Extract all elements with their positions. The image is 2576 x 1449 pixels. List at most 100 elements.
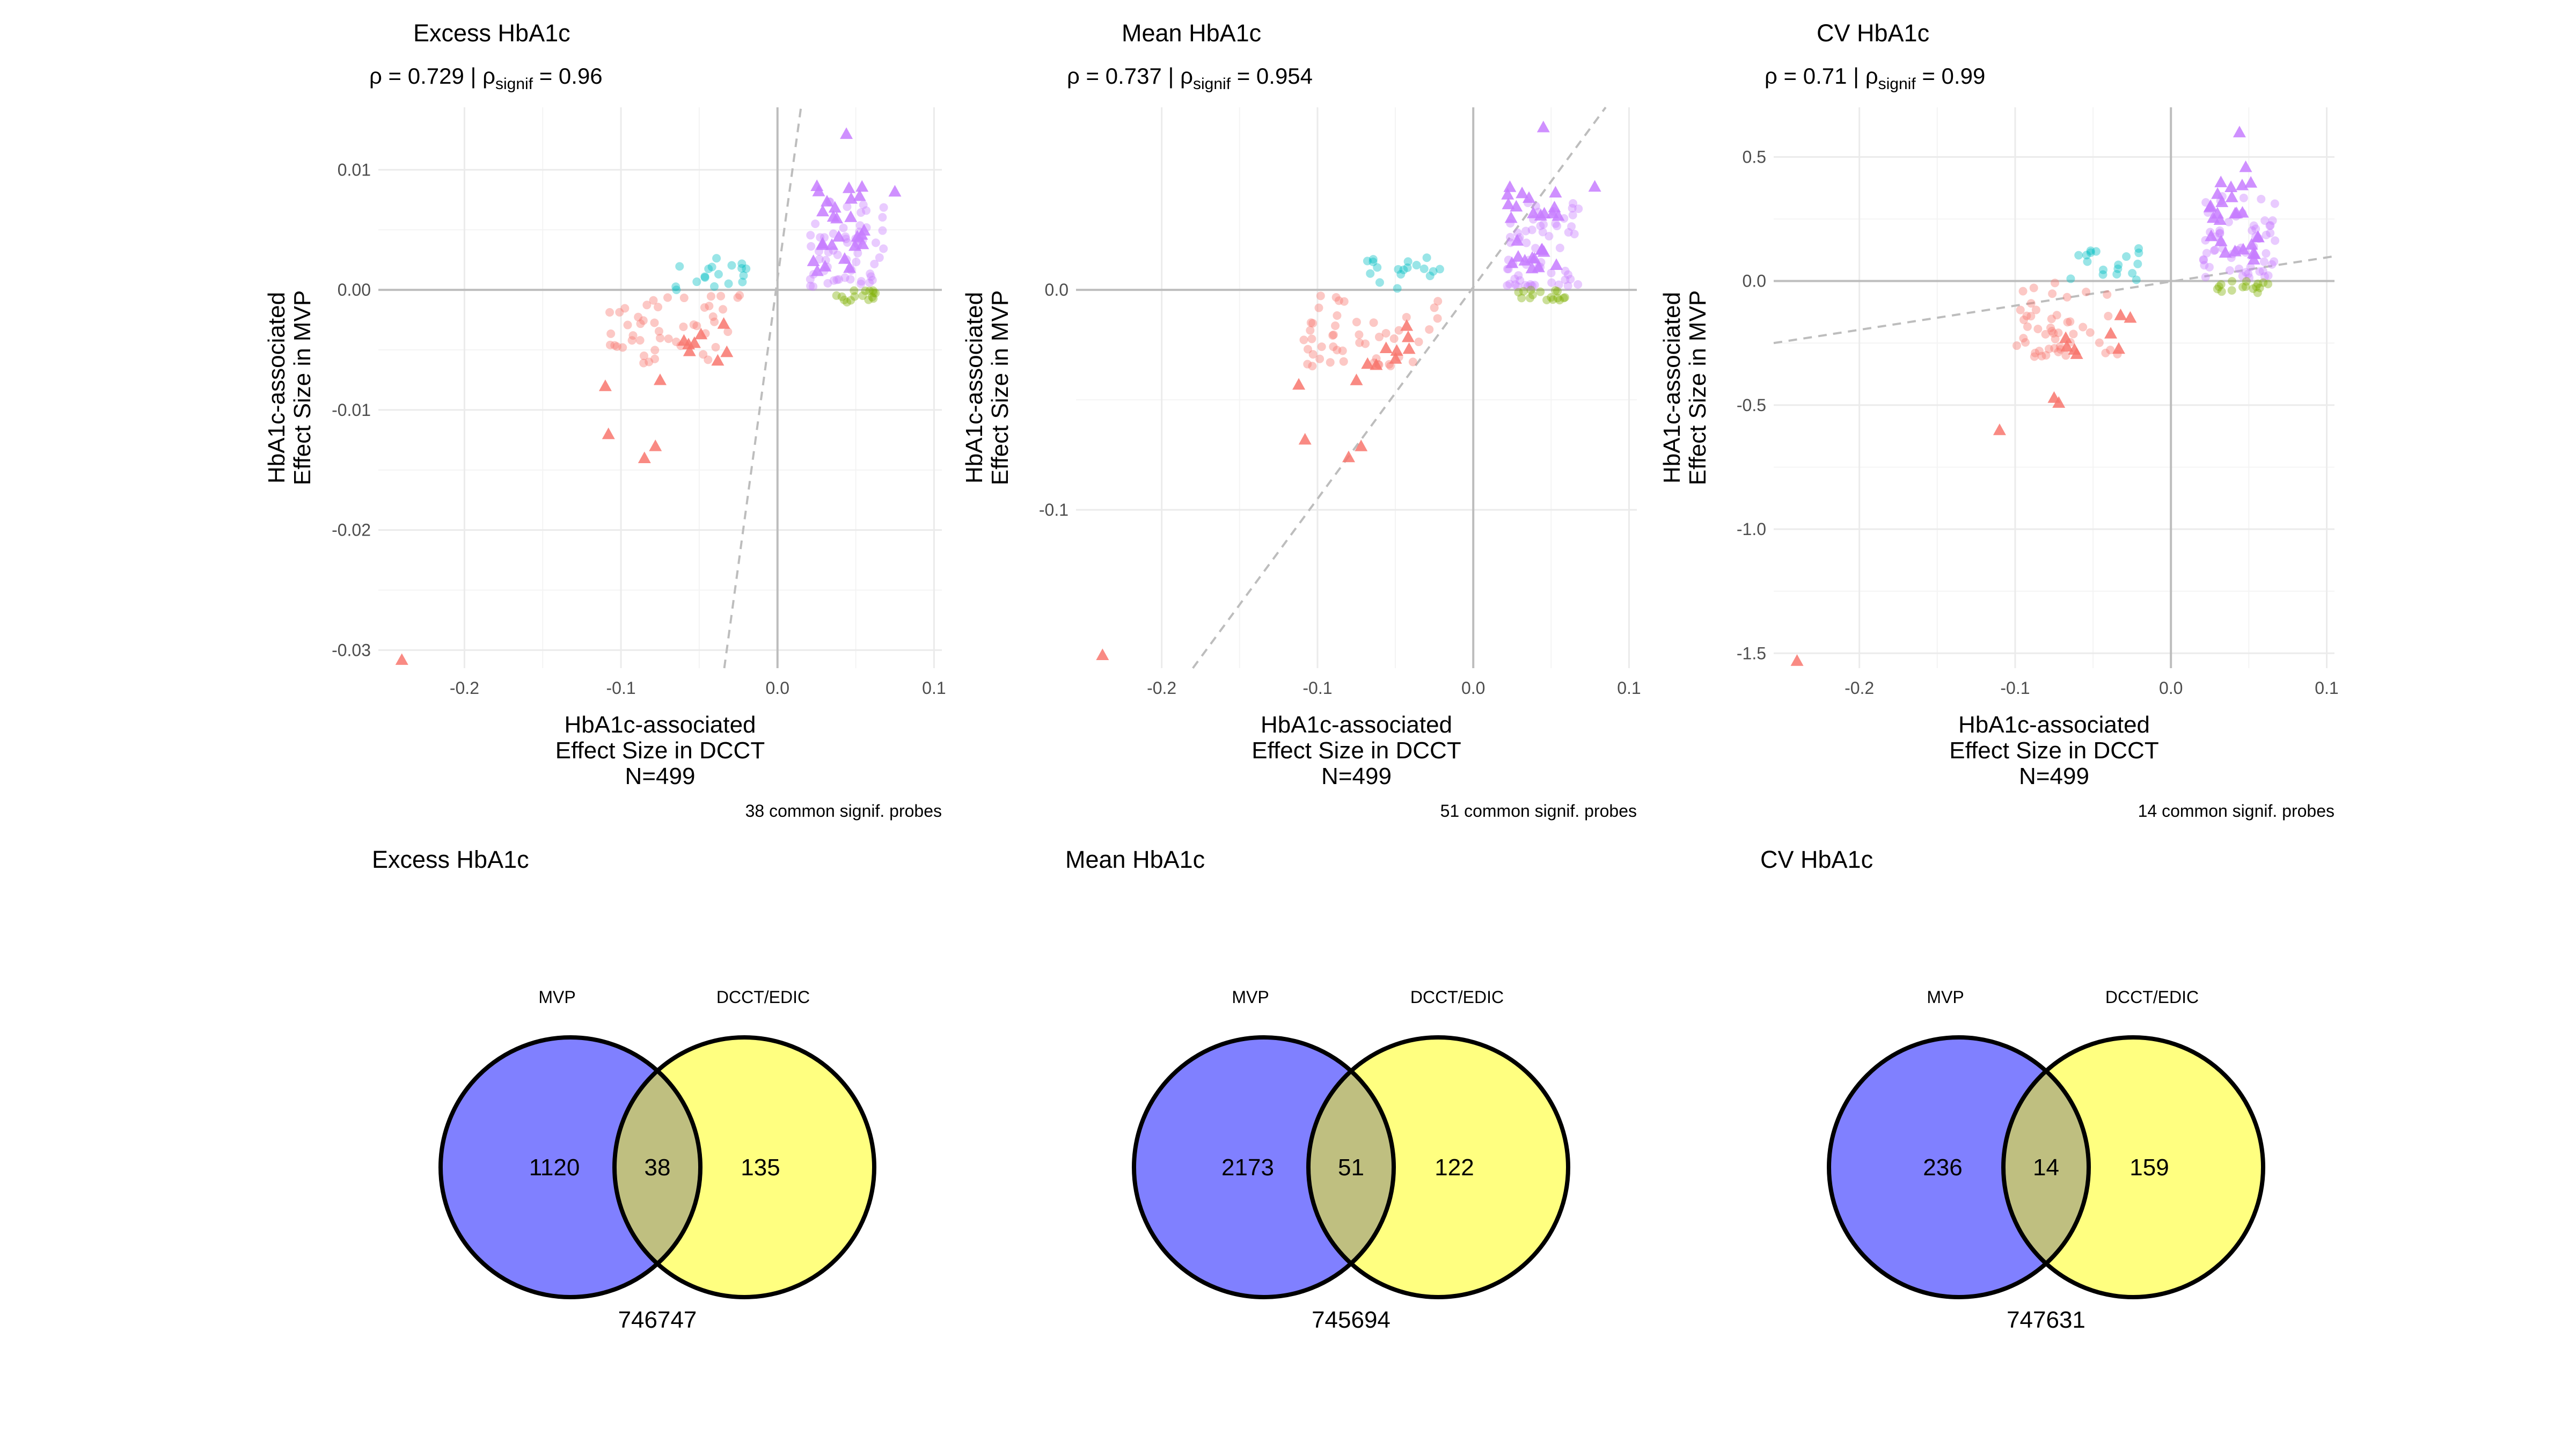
y-tick-label: -1.5 <box>1737 643 1766 663</box>
venn-outline-mvp <box>438 1035 702 1299</box>
point-triangle-purple <box>1552 209 1565 221</box>
point-red <box>2062 292 2072 302</box>
y-tick-label: -1.0 <box>1737 519 1766 539</box>
x-axis-label: N=499 <box>2019 763 2089 789</box>
point-red <box>1317 342 1326 352</box>
point-red <box>2030 352 2039 361</box>
point-triangle-purple <box>1516 186 1529 199</box>
x-axis-label: HbA1c-associated <box>1261 712 1452 738</box>
point-cyan <box>1435 265 1444 274</box>
point-triangle-red <box>1790 654 1804 666</box>
point-purple <box>2235 264 2244 273</box>
venn-diagram-2: Mean HbA1c MVP DCCT/EDIC 2173 51 122 745694 <box>1065 846 1570 1333</box>
point-triangle-purple <box>2206 211 2220 223</box>
point-purple <box>2215 229 2224 238</box>
point-purple <box>811 219 820 229</box>
point-red <box>1316 291 1325 301</box>
point-red <box>654 303 663 312</box>
point-triangle-red <box>2052 396 2066 408</box>
venn-outline-mvp <box>1827 1035 2091 1299</box>
point-red <box>627 336 636 345</box>
point-red <box>605 340 614 349</box>
point-purple <box>2205 262 2214 272</box>
point-purple <box>2246 262 2255 272</box>
caption-common-probes: 51 common signif. probes <box>1440 801 1637 821</box>
point-cyan <box>700 273 709 282</box>
point-cyan <box>1366 269 1375 278</box>
point-purple <box>853 248 862 258</box>
venn-count-overlap: 51 <box>1338 1154 1364 1181</box>
y-tick-label: 0.0 <box>1045 280 1069 299</box>
point-purple <box>868 276 877 285</box>
point-red <box>2041 330 2050 339</box>
point-purple <box>2265 221 2274 230</box>
point-purple <box>823 279 832 288</box>
point-red <box>1307 334 1316 343</box>
point-purple <box>2241 268 2250 277</box>
point-red <box>2035 346 2044 355</box>
y-axis-label: HbA1c-associated Effect Size in MVP <box>1659 290 1711 486</box>
rho-subtitle: ρ = 0.729 | ρsignif = 0.96 <box>369 63 603 93</box>
point-purple <box>807 242 816 251</box>
point-purple <box>2199 255 2208 264</box>
point-triangle-red <box>2104 327 2118 339</box>
point-triangle-red <box>602 427 615 440</box>
point-purple <box>815 254 824 264</box>
point-cyan <box>1419 264 1429 273</box>
y-tick-label: 0.0 <box>1743 272 1766 291</box>
point-triangle-purple <box>825 238 839 250</box>
point-cyan <box>1368 257 1378 266</box>
point-green <box>2252 282 2261 291</box>
point-purple <box>2238 272 2247 281</box>
point-green <box>2242 277 2251 286</box>
point-purple <box>1561 266 1570 275</box>
venn-count-dcct-only: 135 <box>741 1154 780 1181</box>
point-red <box>1372 354 1381 363</box>
point-purple <box>2258 267 2267 276</box>
point-purple <box>1563 281 1572 290</box>
point-red <box>2019 316 2029 325</box>
venn-label-dcct: DCCT/EDIC <box>1410 987 1504 1007</box>
point-green <box>871 289 880 298</box>
point-triangle-purple <box>2214 175 2228 187</box>
point-green <box>1514 288 1523 297</box>
point-cyan <box>2098 270 2107 279</box>
point-purple <box>835 275 844 284</box>
point-purple <box>824 247 833 257</box>
point-green <box>1559 294 1568 303</box>
venn-count-dcct-only: 122 <box>1435 1154 1474 1181</box>
point-triangle-purple <box>2215 195 2229 207</box>
point-triangle-purple <box>1523 191 1536 203</box>
point-cyan <box>2083 257 2092 266</box>
point-purple <box>862 206 871 215</box>
point-triangle-red <box>1389 352 1402 364</box>
x-axis-label: Effect Size in DCCT <box>555 737 765 764</box>
point-purple <box>1536 222 1545 231</box>
point-triangle-purple <box>842 181 855 193</box>
point-red <box>2023 322 2032 331</box>
point-green <box>2241 282 2250 291</box>
point-red <box>1308 319 1318 328</box>
point-purple <box>2255 267 2264 276</box>
point-cyan <box>2091 247 2101 256</box>
point-red <box>1389 334 1399 343</box>
x-axis-label: HbA1c-associated <box>1958 712 2150 738</box>
point-triangle-red <box>1390 344 1403 356</box>
x-axis-label: Effect Size in DCCT <box>1949 737 2158 764</box>
point-purple <box>843 238 852 247</box>
point-purple <box>2248 226 2257 235</box>
point-purple <box>1563 270 1572 279</box>
point-cyan <box>2122 252 2131 261</box>
point-red <box>2029 283 2038 292</box>
point-triangle-purple <box>844 192 858 204</box>
regression-line <box>723 107 802 669</box>
caption-common-probes: 38 common signif. probes <box>745 801 942 821</box>
point-green <box>1517 294 1526 303</box>
point-red <box>1402 313 1411 322</box>
venn-title: CV HbA1c <box>1760 846 1873 873</box>
point-purple <box>1530 281 1539 290</box>
point-green <box>2214 282 2223 291</box>
point-triangle-purple <box>1505 256 1519 268</box>
venn-count-overlap: 38 <box>645 1154 671 1181</box>
point-purple <box>870 260 879 269</box>
